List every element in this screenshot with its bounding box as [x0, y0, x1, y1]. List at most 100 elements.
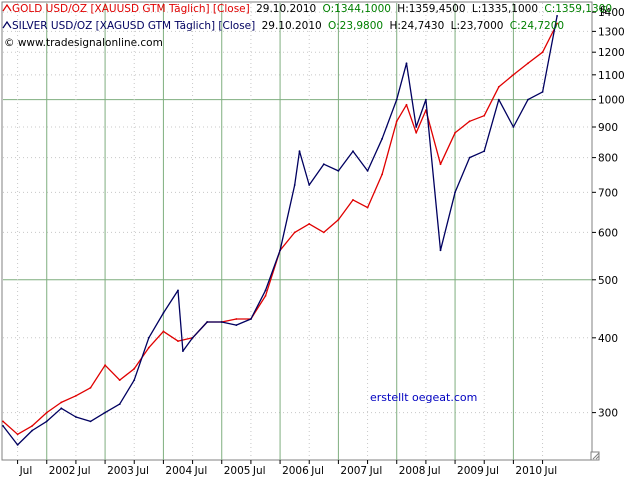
silver-point — [182, 350, 184, 352]
legend-silver-close: C:24,7200 — [510, 20, 564, 32]
gold-point — [337, 218, 340, 221]
silver-point — [191, 336, 194, 339]
x-tick-label: 2004 — [165, 465, 192, 477]
silver-point — [415, 126, 418, 128]
legend-gold-name: GOLD USD/OZ [XAUUSD GTM Täglich] [Close] — [12, 3, 250, 15]
silver-point — [45, 420, 48, 423]
gold-point — [177, 340, 179, 342]
gold-point — [264, 295, 267, 297]
x-axis: Jul 2002 Jul 2003 Jul 2004 Jul 2005 Jul 2006 Jul 20… — [17, 460, 558, 477]
gold-point — [104, 364, 106, 367]
legend-gold-text: GOLD USD/OZ [XAUUSD GTM Täglich] [Close]… — [12, 3, 612, 15]
gold-point — [89, 386, 92, 389]
silver-point — [352, 150, 354, 153]
gold-point — [483, 114, 486, 117]
gold-point — [541, 51, 544, 54]
y-tick-label: 600 — [598, 227, 618, 239]
silver-point — [425, 98, 427, 101]
x-tick-label: Jul — [310, 465, 324, 477]
legend-gold-date: 29.10.2010 — [256, 3, 316, 15]
gold-legend-icon — [2, 3, 12, 12]
legend-silver: SILVER USD/OZ [XAGUSD GTM Täglich] [Clos… — [2, 20, 564, 32]
silver-point — [31, 429, 34, 432]
gold-point — [31, 425, 34, 427]
series-layer — [2, 15, 558, 446]
silver-point — [527, 98, 529, 101]
y-unit-label: $ — [600, 3, 607, 16]
annotation-text: erstellt oegeat.com — [370, 391, 477, 404]
legend-gold-high: H:1359,4500 — [397, 3, 465, 15]
x-tick-label: Jul — [369, 465, 383, 477]
resize-grip-icon[interactable] — [590, 451, 600, 461]
x-tick-label: 2003 — [107, 465, 134, 477]
y-tick-label: 900 — [598, 122, 618, 134]
gold-point — [16, 433, 19, 436]
silver-point — [512, 126, 515, 128]
grid — [3, 3, 592, 460]
silver-point — [308, 184, 311, 186]
series-silver-line — [2, 15, 558, 446]
silver-point — [104, 411, 106, 414]
silver-point — [2, 425, 4, 427]
gold-point — [415, 131, 418, 134]
legend-silver-open: O:23,9800 — [328, 20, 383, 32]
x-tick-label: Jul — [135, 465, 149, 477]
gold-point — [75, 394, 77, 397]
gold-point — [60, 401, 63, 404]
gold-point — [162, 330, 165, 333]
gold-point — [322, 231, 325, 234]
silver-point — [60, 407, 63, 410]
gold-point — [395, 120, 398, 123]
silver-point — [293, 184, 296, 186]
legend-gold-low: L:1335,1000 — [472, 3, 538, 15]
silver-point — [454, 191, 456, 194]
gold-point — [497, 86, 500, 88]
silver-point — [147, 336, 150, 339]
legend-silver-date: 29.10.2010 — [262, 20, 322, 32]
legend-gold-open: O:1344,1000 — [323, 3, 391, 15]
silver-point — [162, 312, 165, 314]
y-tick-label: 1200 — [598, 47, 625, 59]
x-tick-label: 2007 — [340, 465, 367, 477]
x-tick-label: Jul — [544, 465, 558, 477]
x-tick-label: Jul — [427, 465, 441, 477]
gold-point — [512, 73, 515, 76]
gold-point — [381, 173, 383, 176]
gold-point — [468, 120, 471, 123]
silver-point — [366, 170, 369, 172]
silver-point — [381, 137, 383, 140]
gold-point — [293, 231, 296, 234]
legend-gold: GOLD USD/OZ [XAUUSD GTM Täglich] [Close]… — [2, 3, 612, 15]
silver-point — [264, 289, 267, 292]
gold-point — [45, 411, 48, 414]
x-tick-label: 2009 — [457, 465, 484, 477]
silver-point — [235, 324, 238, 326]
x-tick-label: 2006 — [282, 465, 309, 477]
y-tick-label: 1100 — [598, 70, 625, 82]
silver-point — [279, 249, 281, 252]
silver-point — [337, 170, 340, 172]
silver-point — [133, 379, 136, 381]
gold-point — [454, 131, 456, 134]
silver-point — [250, 318, 252, 320]
gold-point — [527, 62, 529, 65]
x-tick-label: 2008 — [399, 465, 426, 477]
silver-point — [541, 91, 544, 93]
gold-point — [405, 103, 408, 106]
gold-point — [439, 163, 442, 166]
gold-point — [556, 22, 558, 25]
legend-silver-name: SILVER USD/OZ [XAGUSD GTM Täglich] [Clos… — [12, 20, 255, 32]
y-tick-label: 800 — [598, 153, 618, 165]
gold-point — [147, 346, 150, 349]
silver-point — [405, 62, 408, 65]
y-tick-label: 400 — [598, 333, 618, 345]
watermark-text: © www.tradesignalonline.com — [4, 37, 163, 49]
gold-point — [235, 318, 238, 320]
x-tick-label: 2005 — [224, 465, 251, 477]
legend-silver-high: H:24,7430 — [389, 20, 444, 32]
silver-point — [497, 98, 500, 101]
y-tick-label: 1300 — [598, 26, 625, 38]
silver-point — [16, 444, 19, 446]
